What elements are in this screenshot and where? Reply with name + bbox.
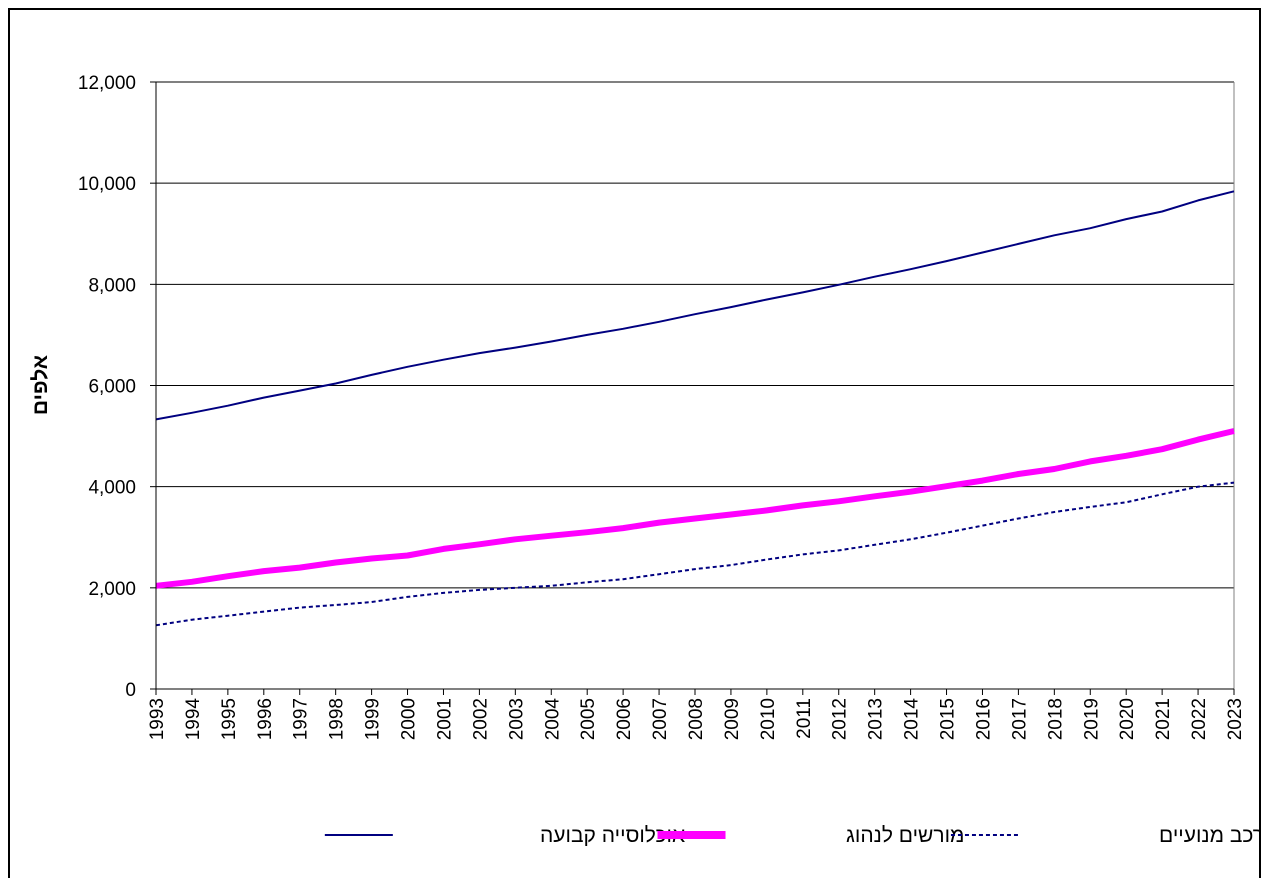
series-line-2 [155, 428, 1235, 589]
x-tick-label: 2005 [578, 698, 599, 740]
y-tick-label: 10,000 [78, 174, 136, 195]
x-axis-ticks: 1993 1994 1995 1996 1997 1998 1999 2000 2001 2002… [147, 689, 1246, 740]
x-tick-label: 2001 [434, 698, 455, 740]
x-tick-label: 1993 [147, 698, 168, 740]
axes [155, 82, 1234, 690]
x-tick-label: 2002 [470, 698, 491, 740]
x-tick-label: 2017 [1009, 698, 1030, 740]
y-tick-label: 4,000 [88, 478, 136, 499]
x-tick-label: 2006 [614, 698, 635, 740]
y-axis-ticks: 0 2,000 4,000 6,000 8,000 10,000 12,000 [78, 73, 156, 701]
x-tick-label: 2010 [758, 698, 779, 740]
x-tick-label: 1995 [219, 698, 240, 740]
x-tick-label: 2008 [686, 698, 707, 740]
y-tick-label: 2,000 [88, 579, 136, 600]
x-tick-label: 2009 [722, 698, 743, 740]
legend-label-2: מורשים לנהוג [846, 824, 964, 847]
x-tick-label: 2016 [973, 698, 994, 740]
gridlines [156, 81, 1235, 689]
x-tick-label: 2015 [938, 698, 959, 740]
legend-label-3: כלי רכב מנועיים [1159, 824, 1261, 847]
x-tick-label: 2011 [794, 698, 815, 739]
x-tick-label: 2000 [399, 698, 420, 740]
chart-frame [8, 8, 1261, 878]
x-tick-label: 2022 [1189, 698, 1210, 740]
x-tick-label: 2004 [542, 698, 563, 741]
y-tick-label: 6,000 [88, 377, 136, 398]
legend: אוכלוסייה קבועה מורשים לנהוג כלי רכב מנועי… [324, 824, 1261, 847]
x-tick-label: 1996 [255, 698, 276, 740]
x-tick-label: 2012 [830, 698, 851, 740]
y-axis-label: אלפים [29, 355, 52, 415]
x-tick-label: 2023 [1225, 698, 1246, 740]
y-tick-label: 8,000 [88, 275, 136, 296]
legend-label-1: אוכלוסייה קבועה [540, 824, 685, 847]
x-tick-label: 2020 [1117, 698, 1138, 740]
x-tick-label: 1998 [327, 698, 348, 740]
x-tick-label: 2014 [902, 698, 923, 741]
x-tick-label: 2019 [1081, 698, 1102, 740]
x-tick-label: 1997 [291, 698, 312, 740]
x-tick-label: 2013 [866, 698, 887, 740]
x-tick-label: 2018 [1045, 698, 1066, 740]
x-tick-label: 1994 [183, 698, 204, 741]
x-tick-label: 2021 [1153, 698, 1174, 740]
x-tick-label: 2007 [650, 698, 671, 740]
series-lines [155, 190, 1235, 627]
x-tick-label: 1999 [363, 698, 384, 740]
y-tick-label: 12,000 [78, 73, 136, 94]
x-tick-label: 2003 [506, 698, 527, 740]
series-line-3 [155, 481, 1235, 627]
series-line-1 [155, 190, 1235, 421]
y-tick-label: 0 [125, 680, 136, 701]
